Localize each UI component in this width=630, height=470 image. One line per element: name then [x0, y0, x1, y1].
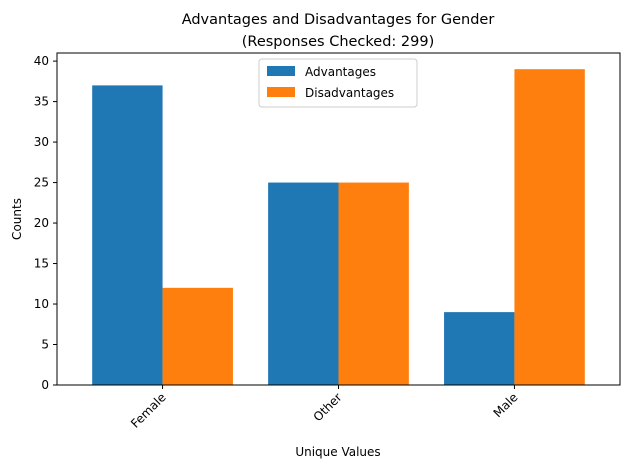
y-tick-label: 30 — [34, 135, 49, 149]
bar-disadvantages-other — [338, 182, 409, 385]
y-tick-label: 0 — [41, 378, 49, 392]
legend-swatch-disadvantages — [267, 87, 295, 97]
x-tick-label-female: Female — [128, 390, 169, 431]
x-axis-label: Unique Values — [295, 445, 380, 459]
y-axis-label: Counts — [10, 198, 24, 240]
bar-disadvantages-male — [514, 69, 585, 385]
y-tick-label: 35 — [34, 95, 49, 109]
x-tick-label-male: Male — [491, 390, 521, 420]
y-tick-label: 15 — [34, 257, 49, 271]
y-tick-label: 10 — [34, 297, 49, 311]
bar-advantages-male — [444, 312, 515, 385]
x-tick-label-other: Other — [311, 390, 345, 424]
y-tick-label: 40 — [34, 54, 49, 68]
y-axis: 0 5 10 15 20 25 30 35 40 — [34, 54, 57, 392]
chart-title: Advantages and Disadvantages for Gender — [182, 12, 495, 28]
x-axis: Female Other Male — [128, 385, 521, 431]
legend-label-disadvantages: Disadvantages — [305, 86, 394, 100]
legend-swatch-advantages — [267, 66, 295, 76]
bars-group — [92, 69, 585, 385]
y-tick-label: 25 — [34, 176, 49, 190]
legend-label-advantages: Advantages — [305, 65, 376, 79]
bar-advantages-other — [268, 182, 339, 385]
plot-frame — [56, 52, 621, 386]
chart-subtitle: (Responses Checked: 299) — [242, 34, 435, 50]
y-tick-label: 20 — [34, 216, 49, 230]
legend-box — [258, 58, 418, 108]
bar-disadvantages-female — [162, 287, 233, 385]
y-tick-label: 5 — [41, 338, 49, 352]
bar-advantages-female — [92, 85, 163, 385]
legend: Advantages Disadvantages — [258, 58, 418, 108]
